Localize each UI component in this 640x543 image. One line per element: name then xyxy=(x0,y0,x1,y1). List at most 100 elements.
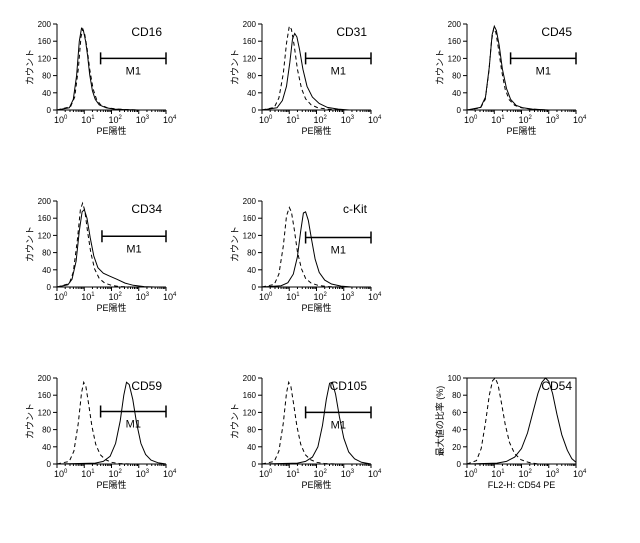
y-tick-label: 40 xyxy=(42,266,51,275)
x-axis-title: PE陽性 xyxy=(96,302,126,313)
x-tick-label: 102 xyxy=(314,292,328,302)
gate-label: M1 xyxy=(331,245,346,257)
x-axis-title: FL2-H: CD54 PE xyxy=(488,480,556,490)
x-tick-label: 102 xyxy=(109,469,123,479)
x-tick-label: 100 xyxy=(259,115,273,125)
x-tick-label: 102 xyxy=(519,115,533,125)
y-tick-label: 200 xyxy=(448,20,462,29)
x-tick-label: 103 xyxy=(341,115,355,125)
gate-label: M1 xyxy=(536,65,551,77)
y-tick-label: 160 xyxy=(243,214,257,223)
gate-marker xyxy=(306,52,371,64)
x-tick-label: 100 xyxy=(54,115,68,125)
x-tick-label: 104 xyxy=(368,469,382,479)
histogram-panel-p2: 10010110210310404080120160200PE陽性カウントCD3… xyxy=(230,18,405,158)
x-tick-label: 101 xyxy=(286,469,300,479)
histogram-control xyxy=(467,378,538,464)
panel-title: CD31 xyxy=(336,25,367,39)
x-axis-title: PE陽性 xyxy=(301,302,331,313)
x-tick-label: 104 xyxy=(573,115,587,125)
panel-svg: 10010110210310404080120160200PE陽性カウントCD1… xyxy=(25,18,190,152)
y-tick-label: 160 xyxy=(38,214,52,223)
panel-title: CD105 xyxy=(330,379,368,393)
y-tick-label: 40 xyxy=(452,426,461,435)
y-tick-label: 100 xyxy=(448,374,462,383)
histogram-control xyxy=(57,382,133,464)
y-tick-label: 40 xyxy=(247,89,256,98)
gate-marker xyxy=(102,230,166,242)
y-axis-title: カウント xyxy=(230,226,240,262)
x-axis-title: PE陽性 xyxy=(301,479,331,490)
y-axis-title: カウント xyxy=(25,226,35,262)
x-axis-title: PE陽性 xyxy=(301,125,331,136)
gate-marker xyxy=(306,232,371,244)
y-tick-label: 80 xyxy=(42,426,51,435)
y-tick-label: 80 xyxy=(247,72,256,81)
y-tick-label: 200 xyxy=(243,374,257,383)
y-tick-label: 200 xyxy=(243,20,257,29)
gate-label: M1 xyxy=(126,65,141,77)
histogram-panel-p7: 10010110210310404080120160200PE陽性カウントCD1… xyxy=(230,372,405,512)
x-tick-label: 100 xyxy=(54,292,68,302)
x-tick-label: 101 xyxy=(286,115,300,125)
gate-marker xyxy=(101,52,166,64)
histogram-panel-p5: 10010110210310404080120160200PE陽性カウントc-K… xyxy=(230,195,405,335)
x-tick-label: 104 xyxy=(163,292,177,302)
histogram-panel-p6: 10010110210310404080120160200PE陽性カウントCD5… xyxy=(25,372,200,512)
x-tick-label: 104 xyxy=(163,469,177,479)
y-tick-label: 200 xyxy=(38,374,52,383)
x-tick-label: 102 xyxy=(519,469,533,479)
y-tick-label: 0 xyxy=(252,460,257,469)
y-tick-label: 40 xyxy=(452,89,461,98)
x-tick-label: 102 xyxy=(314,115,328,125)
y-axis-title: カウント xyxy=(435,49,445,85)
panel-svg: 10010110210310404080120160200PE陽性カウントc-K… xyxy=(230,195,395,329)
y-tick-label: 80 xyxy=(42,249,51,258)
y-tick-label: 120 xyxy=(243,408,257,417)
y-tick-label: 80 xyxy=(247,426,256,435)
x-tick-label: 100 xyxy=(54,469,68,479)
y-tick-label: 0 xyxy=(252,106,257,115)
x-tick-label: 100 xyxy=(259,469,273,479)
y-tick-label: 80 xyxy=(42,72,51,81)
y-tick-label: 20 xyxy=(452,443,461,452)
x-tick-label: 102 xyxy=(314,469,328,479)
y-tick-label: 160 xyxy=(243,37,257,46)
x-tick-label: 103 xyxy=(136,115,150,125)
y-tick-label: 160 xyxy=(38,391,52,400)
panel-svg: 10010110210310404080120160200PE陽性カウントCD1… xyxy=(230,372,395,506)
x-tick-label: 103 xyxy=(136,469,150,479)
y-tick-label: 0 xyxy=(252,283,257,292)
y-tick-label: 120 xyxy=(38,54,52,63)
panel-title: CD59 xyxy=(131,379,162,393)
panel-title: CD45 xyxy=(541,25,572,39)
x-axis-title: PE陽性 xyxy=(96,479,126,490)
x-tick-label: 101 xyxy=(81,469,95,479)
x-tick-label: 104 xyxy=(573,469,587,479)
histogram-control xyxy=(467,28,546,110)
x-tick-label: 104 xyxy=(368,292,382,302)
panel-title: CD54 xyxy=(541,379,572,393)
x-tick-label: 103 xyxy=(341,292,355,302)
x-tick-label: 102 xyxy=(109,115,123,125)
x-tick-label: 103 xyxy=(341,469,355,479)
x-tick-label: 103 xyxy=(546,469,560,479)
y-tick-label: 160 xyxy=(448,37,462,46)
y-tick-label: 40 xyxy=(42,89,51,98)
x-tick-label: 100 xyxy=(464,115,478,125)
y-tick-label: 160 xyxy=(243,391,257,400)
y-tick-label: 120 xyxy=(38,231,52,240)
y-axis-title: カウント xyxy=(25,49,35,85)
y-tick-label: 60 xyxy=(452,408,461,417)
x-tick-label: 104 xyxy=(163,115,177,125)
panel-title: CD34 xyxy=(131,202,162,216)
y-tick-label: 0 xyxy=(47,283,52,292)
y-axis-title: カウント xyxy=(230,49,240,85)
y-tick-label: 120 xyxy=(243,231,257,240)
y-tick-label: 120 xyxy=(243,54,257,63)
histogram-panel-p3: 10010110210310404080120160200PE陽性カウントCD4… xyxy=(435,18,610,158)
x-tick-label: 100 xyxy=(259,292,273,302)
panel-svg: 10010110210310404080120160200PE陽性カウントCD3… xyxy=(25,195,190,329)
y-tick-label: 120 xyxy=(38,408,52,417)
histogram-panel-p4: 10010110210310404080120160200PE陽性カウントCD3… xyxy=(25,195,200,335)
